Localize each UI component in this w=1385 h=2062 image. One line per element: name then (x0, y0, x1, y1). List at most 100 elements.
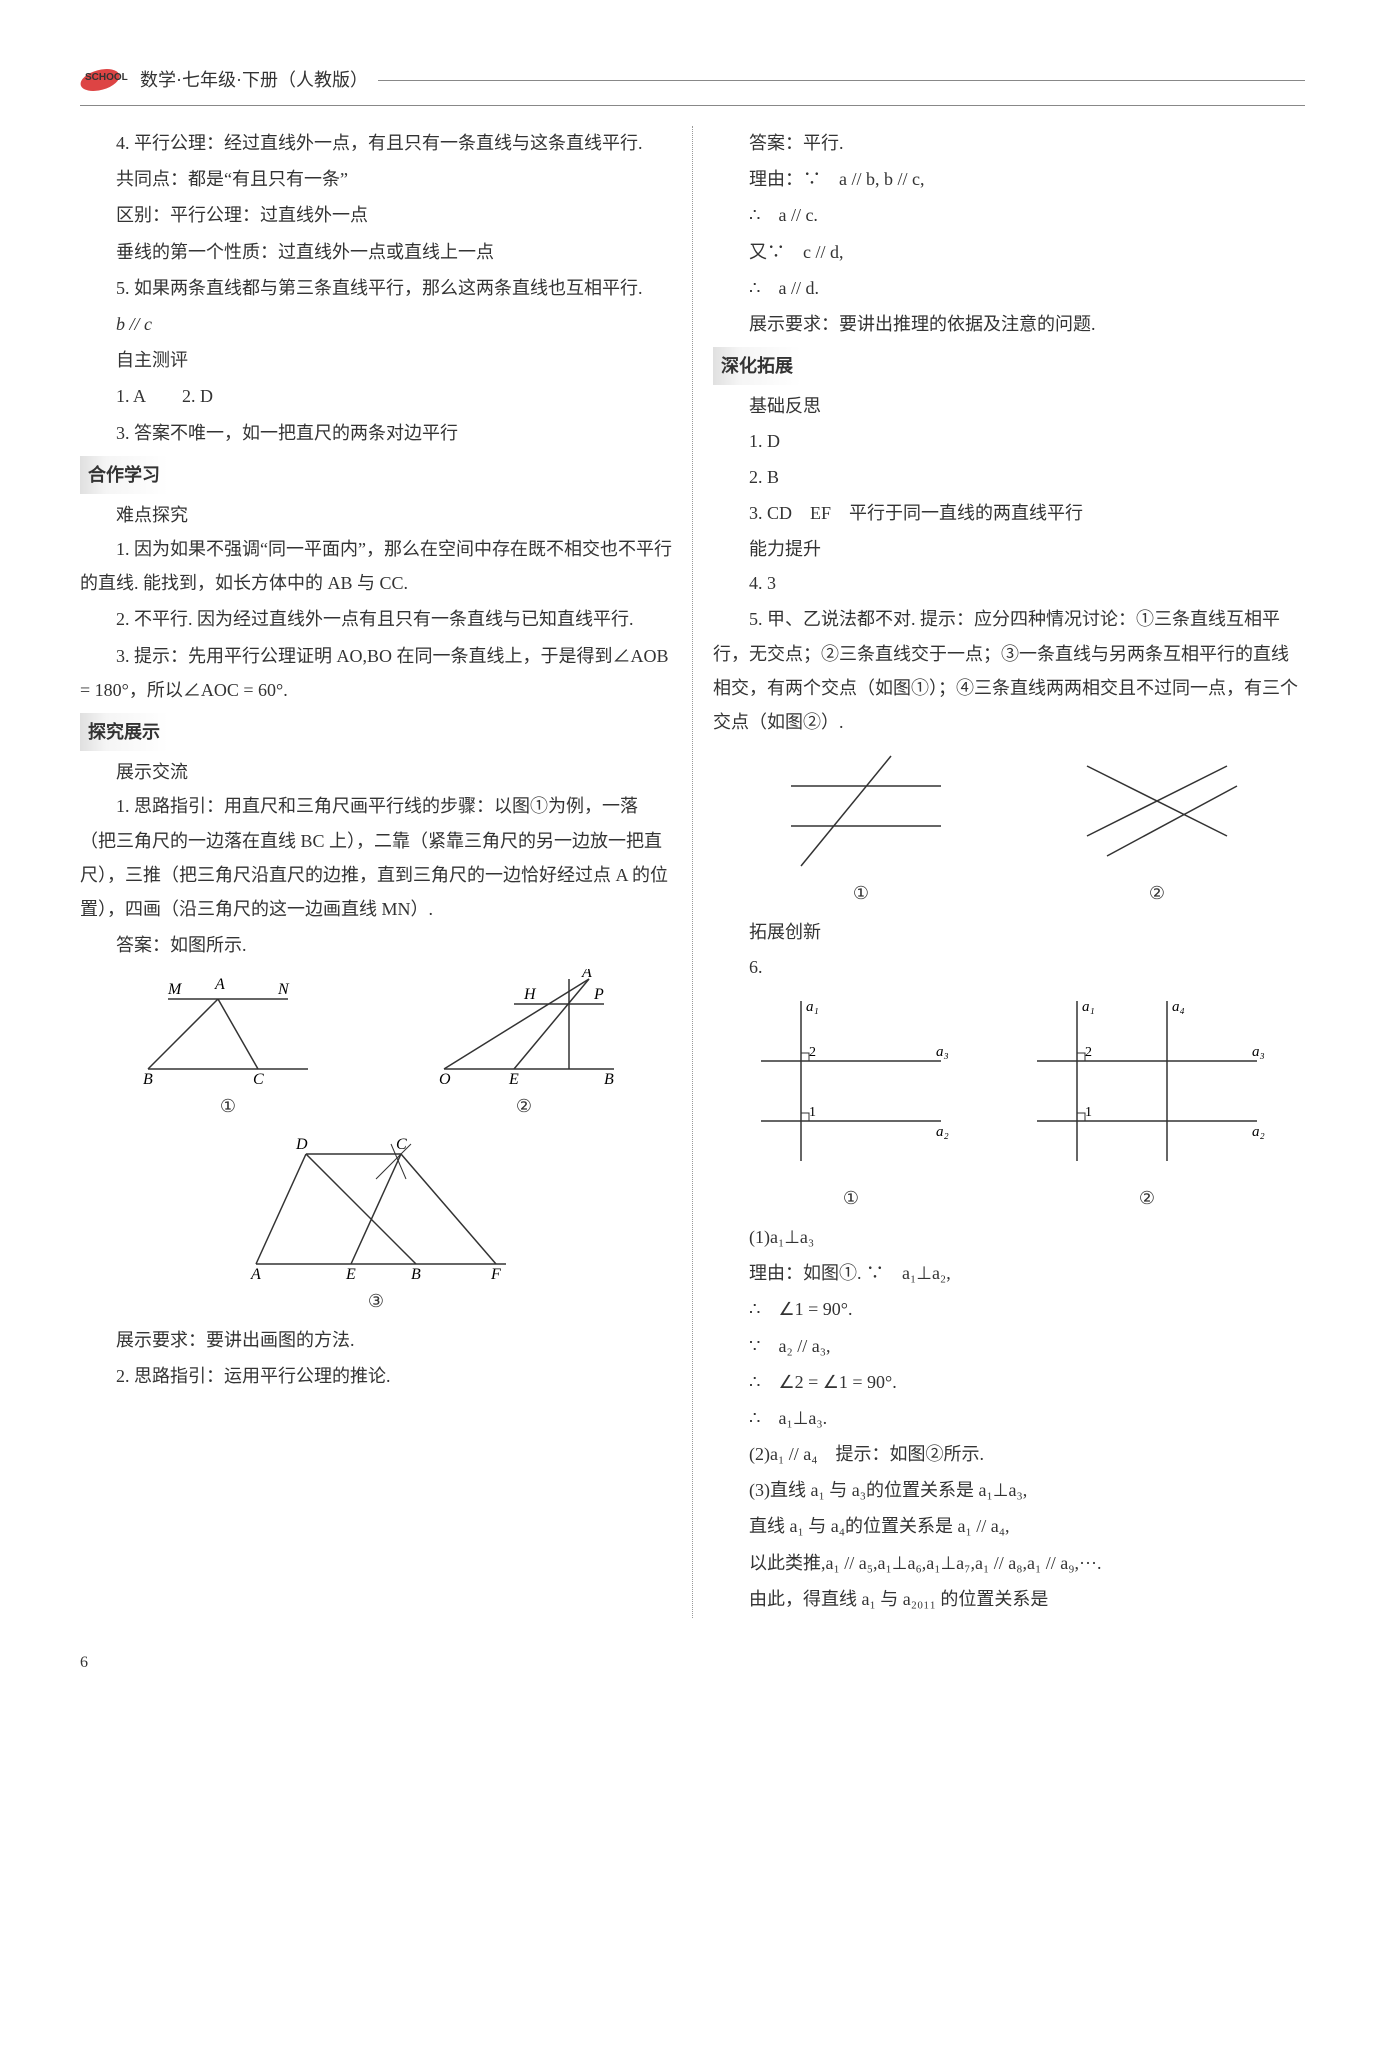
svg-text:a₁: a₁ (1082, 999, 1095, 1015)
text-para: ∴ ∠1 = 90°. (713, 1292, 1305, 1326)
section-header: 合作学习 (80, 456, 168, 494)
text-para: 答案：如图所示. (80, 928, 672, 962)
diagram-group-2: ① ② (713, 741, 1305, 915)
header-rule (378, 80, 1305, 81)
text-para: 4. 平行公理：经过直线外一点，有且只有一条直线与这条直线平行. (80, 126, 672, 160)
text-para: 区别：平行公理：过直线外一点 (80, 198, 672, 232)
text-para: 2. B (713, 460, 1305, 494)
sub-header: 能力提升 (713, 532, 1305, 566)
sub-header: 拓展创新 (713, 915, 1305, 949)
diagram-group-1: M A N B C ① H P A O (80, 964, 672, 1322)
section-header: 深化拓展 (713, 347, 801, 385)
svg-text:E: E (345, 1266, 356, 1283)
text-para: 共同点：都是“有且只有一条” (80, 162, 672, 196)
svg-text:O: O (439, 1071, 451, 1088)
sub-header: 基础反思 (713, 389, 1305, 423)
svg-text:B: B (143, 1071, 153, 1088)
svg-text:E: E (508, 1071, 519, 1088)
diagram-1: M A N B C ① (128, 969, 328, 1123)
perpendicular-diagram-2: a₁ a₄ a₃ a₂ 2 1 (1017, 991, 1277, 1181)
parallel-intersect-diagram (771, 746, 951, 876)
diagram-label: ① (843, 1181, 859, 1215)
text-para: 又∵ c // d, (713, 235, 1305, 269)
text-para: 自主测评 (80, 343, 672, 377)
text-para: ∴ a // c. (713, 198, 1305, 232)
svg-text:N: N (277, 981, 290, 998)
svg-text:1: 1 (1085, 1105, 1092, 1120)
text-para: 理由：如图①. ∵ a₁⊥a₂, (713, 1256, 1305, 1290)
svg-text:a₂: a₂ (936, 1124, 949, 1140)
text-para: (3)直线 a₁ 与 a₃的位置关系是 a₁⊥a₃, (713, 1473, 1305, 1507)
text-para: ∴ ∠2 = ∠1 = 90°. (713, 1365, 1305, 1399)
svg-text:B: B (411, 1266, 421, 1283)
diagram-perp-1: a₁ a₃ a₂ 2 1 ① (741, 991, 961, 1215)
text-para: 3. 答案不唯一，如一把直尺的两条对边平行 (80, 416, 672, 450)
svg-text:a₄: a₄ (1172, 999, 1185, 1015)
svg-text:2: 2 (809, 1045, 816, 1060)
svg-text:A: A (581, 969, 592, 981)
svg-text:C: C (396, 1136, 407, 1153)
triangle-diagram-3: D C A E B F (236, 1134, 516, 1284)
svg-text:C: C (253, 1071, 264, 1088)
svg-text:1: 1 (809, 1105, 816, 1120)
text-para: (1)a₁⊥a₃ (713, 1220, 1305, 1254)
text-para: ∵ a₂ // a₃, (713, 1329, 1305, 1363)
svg-text:a₃: a₃ (1252, 1044, 1265, 1060)
text-para: 由此，得直线 a₁ 与 a₂₀₁₁ 的位置关系是 (713, 1582, 1305, 1616)
diagram-3: D C A E B F ③ (236, 1134, 516, 1318)
triangle-intersect-diagram (1067, 746, 1247, 876)
diagram-label: ① (220, 1089, 236, 1123)
text-para: 直线 a₁ 与 a₄的位置关系是 a₁ // a₄, (713, 1509, 1305, 1543)
text-para: 1. 因为如果不强调“同一平面内”，那么在空间中存在既不相交也不平行的直线. 能… (80, 532, 672, 600)
header-title: 数学·七年级·下册（人教版） (140, 63, 368, 97)
text-para: 理由：∵ a // b, b // c, (713, 162, 1305, 196)
text-para: 2. 思路指引：运用平行公理的推论. (80, 1359, 672, 1393)
triangle-diagram-1: M A N B C (128, 969, 328, 1089)
section-header: 探究展示 (80, 713, 168, 751)
svg-text:2: 2 (1085, 1045, 1092, 1060)
sub-header: 展示交流 (80, 755, 672, 789)
diagram-2: H P A O E B ② (424, 969, 624, 1123)
text-para: 垂线的第一个性质：过直线外一点或直线上一点 (80, 235, 672, 269)
diagram-label: ③ (368, 1284, 384, 1318)
sub-header: 难点探究 (80, 498, 672, 532)
left-column: 4. 平行公理：经过直线外一点，有且只有一条直线与这条直线平行. 共同点：都是“… (80, 126, 672, 1618)
content-columns: 4. 平行公理：经过直线外一点，有且只有一条直线与这条直线平行. 共同点：都是“… (80, 126, 1305, 1618)
text-para: 1. 思路指引：用直尺和三角尺画平行线的步骤：以图①为例，一落（把三角尺的一边落… (80, 789, 672, 926)
diagram-label: ② (1139, 1181, 1155, 1215)
text-para: ∴ a // d. (713, 271, 1305, 305)
triangle-diagram-2: H P A O E B (424, 969, 624, 1089)
svg-text:M: M (167, 981, 183, 998)
svg-text:a₃: a₃ (936, 1044, 949, 1060)
text-para: 4. 3 (713, 566, 1305, 600)
svg-text:D: D (295, 1136, 308, 1153)
diagram-lines-2: ② (1067, 746, 1247, 910)
diagram-group-3: a₁ a₃ a₂ 2 1 ① a₁ a₄ a₃ (713, 986, 1305, 1220)
logo-text: SCHOOL (85, 68, 128, 87)
text-para: (2)a₁ // a₄ 提示：如图②所示. (713, 1437, 1305, 1471)
svg-text:B: B (604, 1071, 614, 1088)
text-para: b // c (80, 307, 672, 341)
diagram-label: ② (516, 1089, 532, 1123)
column-divider (692, 126, 693, 1618)
text-para: 1. D (713, 424, 1305, 458)
diagram-label: ② (1149, 876, 1165, 910)
text-para: 2. 不平行. 因为经过直线外一点有且只有一条直线与已知直线平行. (80, 602, 672, 636)
svg-text:A: A (214, 976, 225, 993)
svg-text:A: A (250, 1266, 261, 1283)
text-para: 展示要求：要讲出画图的方法. (80, 1323, 672, 1357)
text-para: 3. CD EF 平行于同一直线的两直线平行 (713, 496, 1305, 530)
text-para: 6. (713, 950, 1305, 984)
diagram-label: ① (853, 876, 869, 910)
text-para: 1. A 2. D (80, 379, 672, 413)
diagram-perp-2: a₁ a₄ a₃ a₂ 2 1 ② (1017, 991, 1277, 1215)
perpendicular-diagram-1: a₁ a₃ a₂ 2 1 (741, 991, 961, 1181)
svg-text:H: H (523, 986, 537, 1003)
svg-text:F: F (490, 1266, 501, 1283)
text-para: 以此类推,a₁ // a₅,a₁⊥a₆,a₁⊥a₇,a₁ // a₈,a₁ //… (713, 1546, 1305, 1580)
right-column: 答案：平行. 理由：∵ a // b, b // c, ∴ a // c. 又∵… (713, 126, 1305, 1618)
svg-text:a₂: a₂ (1252, 1124, 1265, 1140)
text-para: 答案：平行. (713, 126, 1305, 160)
svg-text:a₁: a₁ (806, 999, 819, 1015)
text-para: ∴ a₁⊥a₃. (713, 1401, 1305, 1435)
